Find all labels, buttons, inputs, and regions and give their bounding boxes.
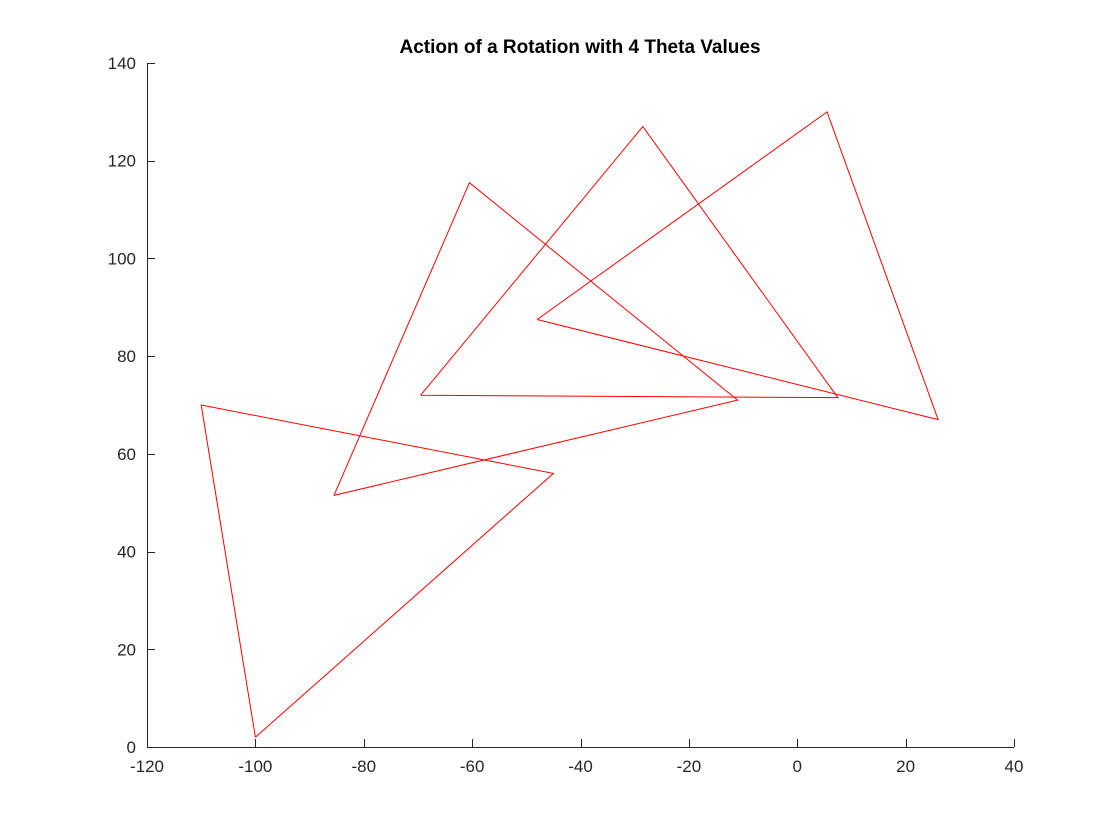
y-tick-label: 60 bbox=[117, 445, 136, 464]
y-tick-label: 0 bbox=[127, 738, 136, 757]
x-tick-label: 0 bbox=[793, 757, 802, 776]
y-tick-label: 140 bbox=[108, 54, 136, 73]
x-tick-label: -20 bbox=[677, 757, 702, 776]
plot-lines bbox=[200, 111, 939, 738]
x-tick-label: -120 bbox=[130, 757, 164, 776]
y-tick-label: 20 bbox=[117, 640, 136, 659]
y-tick-label: 100 bbox=[108, 249, 136, 268]
series-line-3 bbox=[420, 125, 839, 399]
x-tick-label: 20 bbox=[896, 757, 915, 776]
series-line-4 bbox=[536, 111, 939, 421]
axes: -120 -100 -80 -60 -40 -20 0 20 40 0 20 40 60 80 100 120… bbox=[108, 54, 1024, 776]
x-tick-label: -40 bbox=[568, 757, 593, 776]
x-tick-label: 40 bbox=[1005, 757, 1024, 776]
x-tick-label: -100 bbox=[238, 757, 272, 776]
series-line-1 bbox=[200, 404, 555, 738]
y-tick-label: 80 bbox=[117, 347, 136, 366]
chart-title: Action of a Rotation with 4 Theta Values bbox=[399, 37, 760, 58]
x-tick-label: -60 bbox=[460, 757, 485, 776]
series-line-2 bbox=[333, 181, 739, 496]
x-tick-label: -80 bbox=[351, 757, 376, 776]
y-tick-label: 40 bbox=[117, 543, 136, 562]
y-tick-label: 120 bbox=[108, 152, 136, 171]
